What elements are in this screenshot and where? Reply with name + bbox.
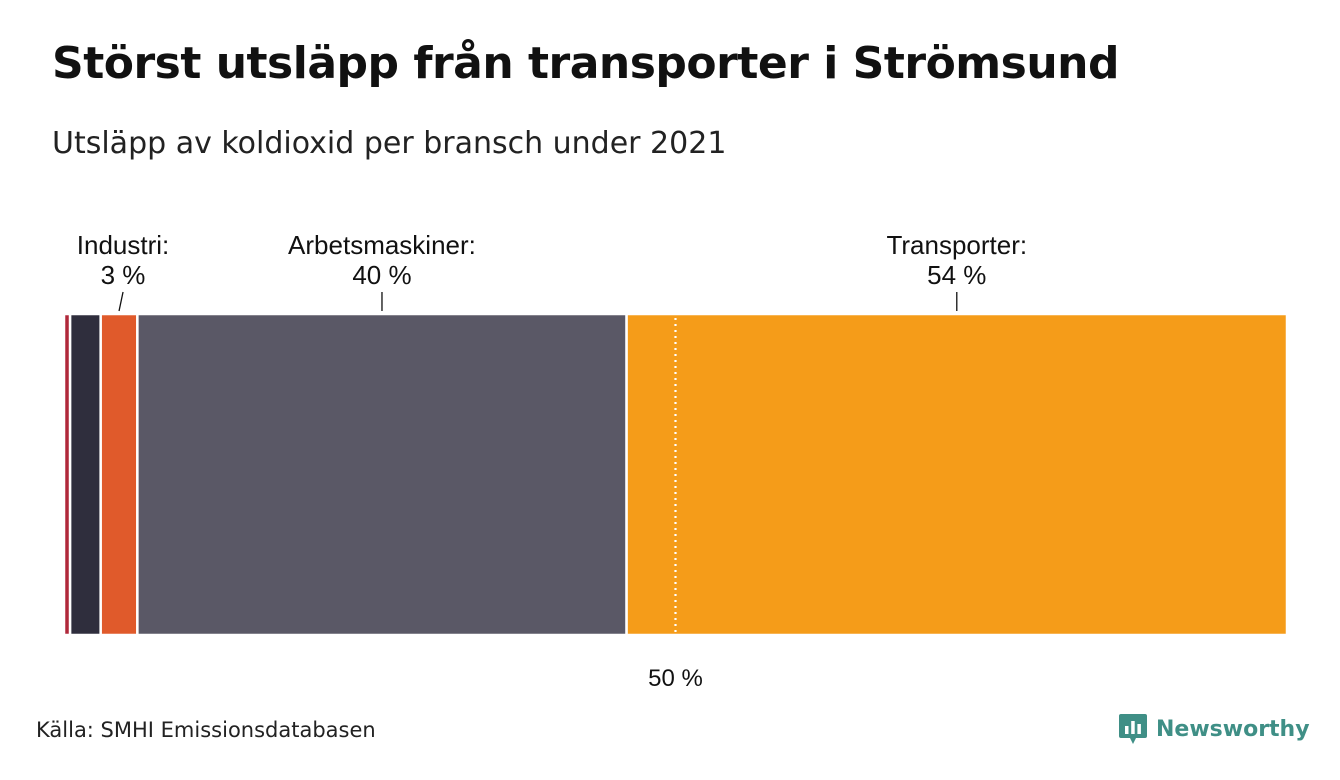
segment-label: Transporter: xyxy=(886,230,1027,260)
bar-segment-industri xyxy=(99,312,139,637)
source-note: Källa: SMHI Emissionsdatabasen xyxy=(36,718,376,742)
segment-value-label: 40 % xyxy=(352,260,411,290)
segment-leader-line xyxy=(118,291,124,312)
chart-subtitle: Utsläpp av koldioxid per bransch under 2… xyxy=(52,126,727,161)
newsworthy-logo-icon xyxy=(1119,714,1147,744)
segment-value-label: 3 % xyxy=(101,260,146,290)
bar-segment-arbetsmaskiner xyxy=(136,312,628,637)
brand-logo[interactable]: Newsworthy xyxy=(1118,712,1310,746)
segment-value-label: 54 % xyxy=(927,260,986,290)
segment-label: Arbetsmaskiner: xyxy=(288,230,476,260)
brand-name: Newsworthy xyxy=(1156,716,1310,742)
bar-segment-unlabeled-1 xyxy=(68,312,102,637)
segment-label: Industri: xyxy=(77,230,170,260)
reference-line-label: 50 % xyxy=(648,665,703,692)
bar-segment-transporter xyxy=(625,312,1289,637)
chart-title: Störst utsläpp från transporter i Ströms… xyxy=(52,38,1119,89)
